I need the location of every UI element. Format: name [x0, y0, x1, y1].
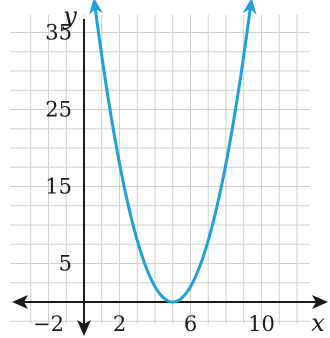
x-axis-label: x	[311, 309, 325, 337]
curve-arrowhead	[89, 0, 103, 15]
tick-labels: −2 2 6 10 5 15 25 35	[33, 21, 275, 337]
x-axis-arrow-left	[12, 295, 28, 309]
curve-arrowhead	[242, 0, 257, 15]
x-tick-label: 6	[184, 312, 197, 336]
x-tick-label: 10	[248, 312, 275, 336]
y-tick-label: 35	[45, 21, 72, 45]
y-axis-label: y	[62, 2, 77, 30]
y-tick-label: 25	[45, 98, 72, 122]
grid	[10, 15, 310, 324]
y-tick-label: 15	[45, 175, 72, 199]
parabola-curve	[93, 2, 253, 304]
series	[89, 0, 257, 304]
y-tick-label: 5	[59, 252, 72, 276]
x-axis-arrow-right	[312, 295, 328, 309]
x-tick-label: 2	[113, 312, 126, 336]
x-tick-label: −2	[33, 312, 64, 336]
y-axis-arrow-down	[77, 320, 91, 336]
